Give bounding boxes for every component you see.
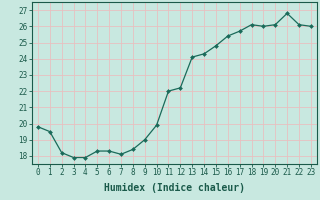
X-axis label: Humidex (Indice chaleur): Humidex (Indice chaleur) <box>104 183 245 193</box>
